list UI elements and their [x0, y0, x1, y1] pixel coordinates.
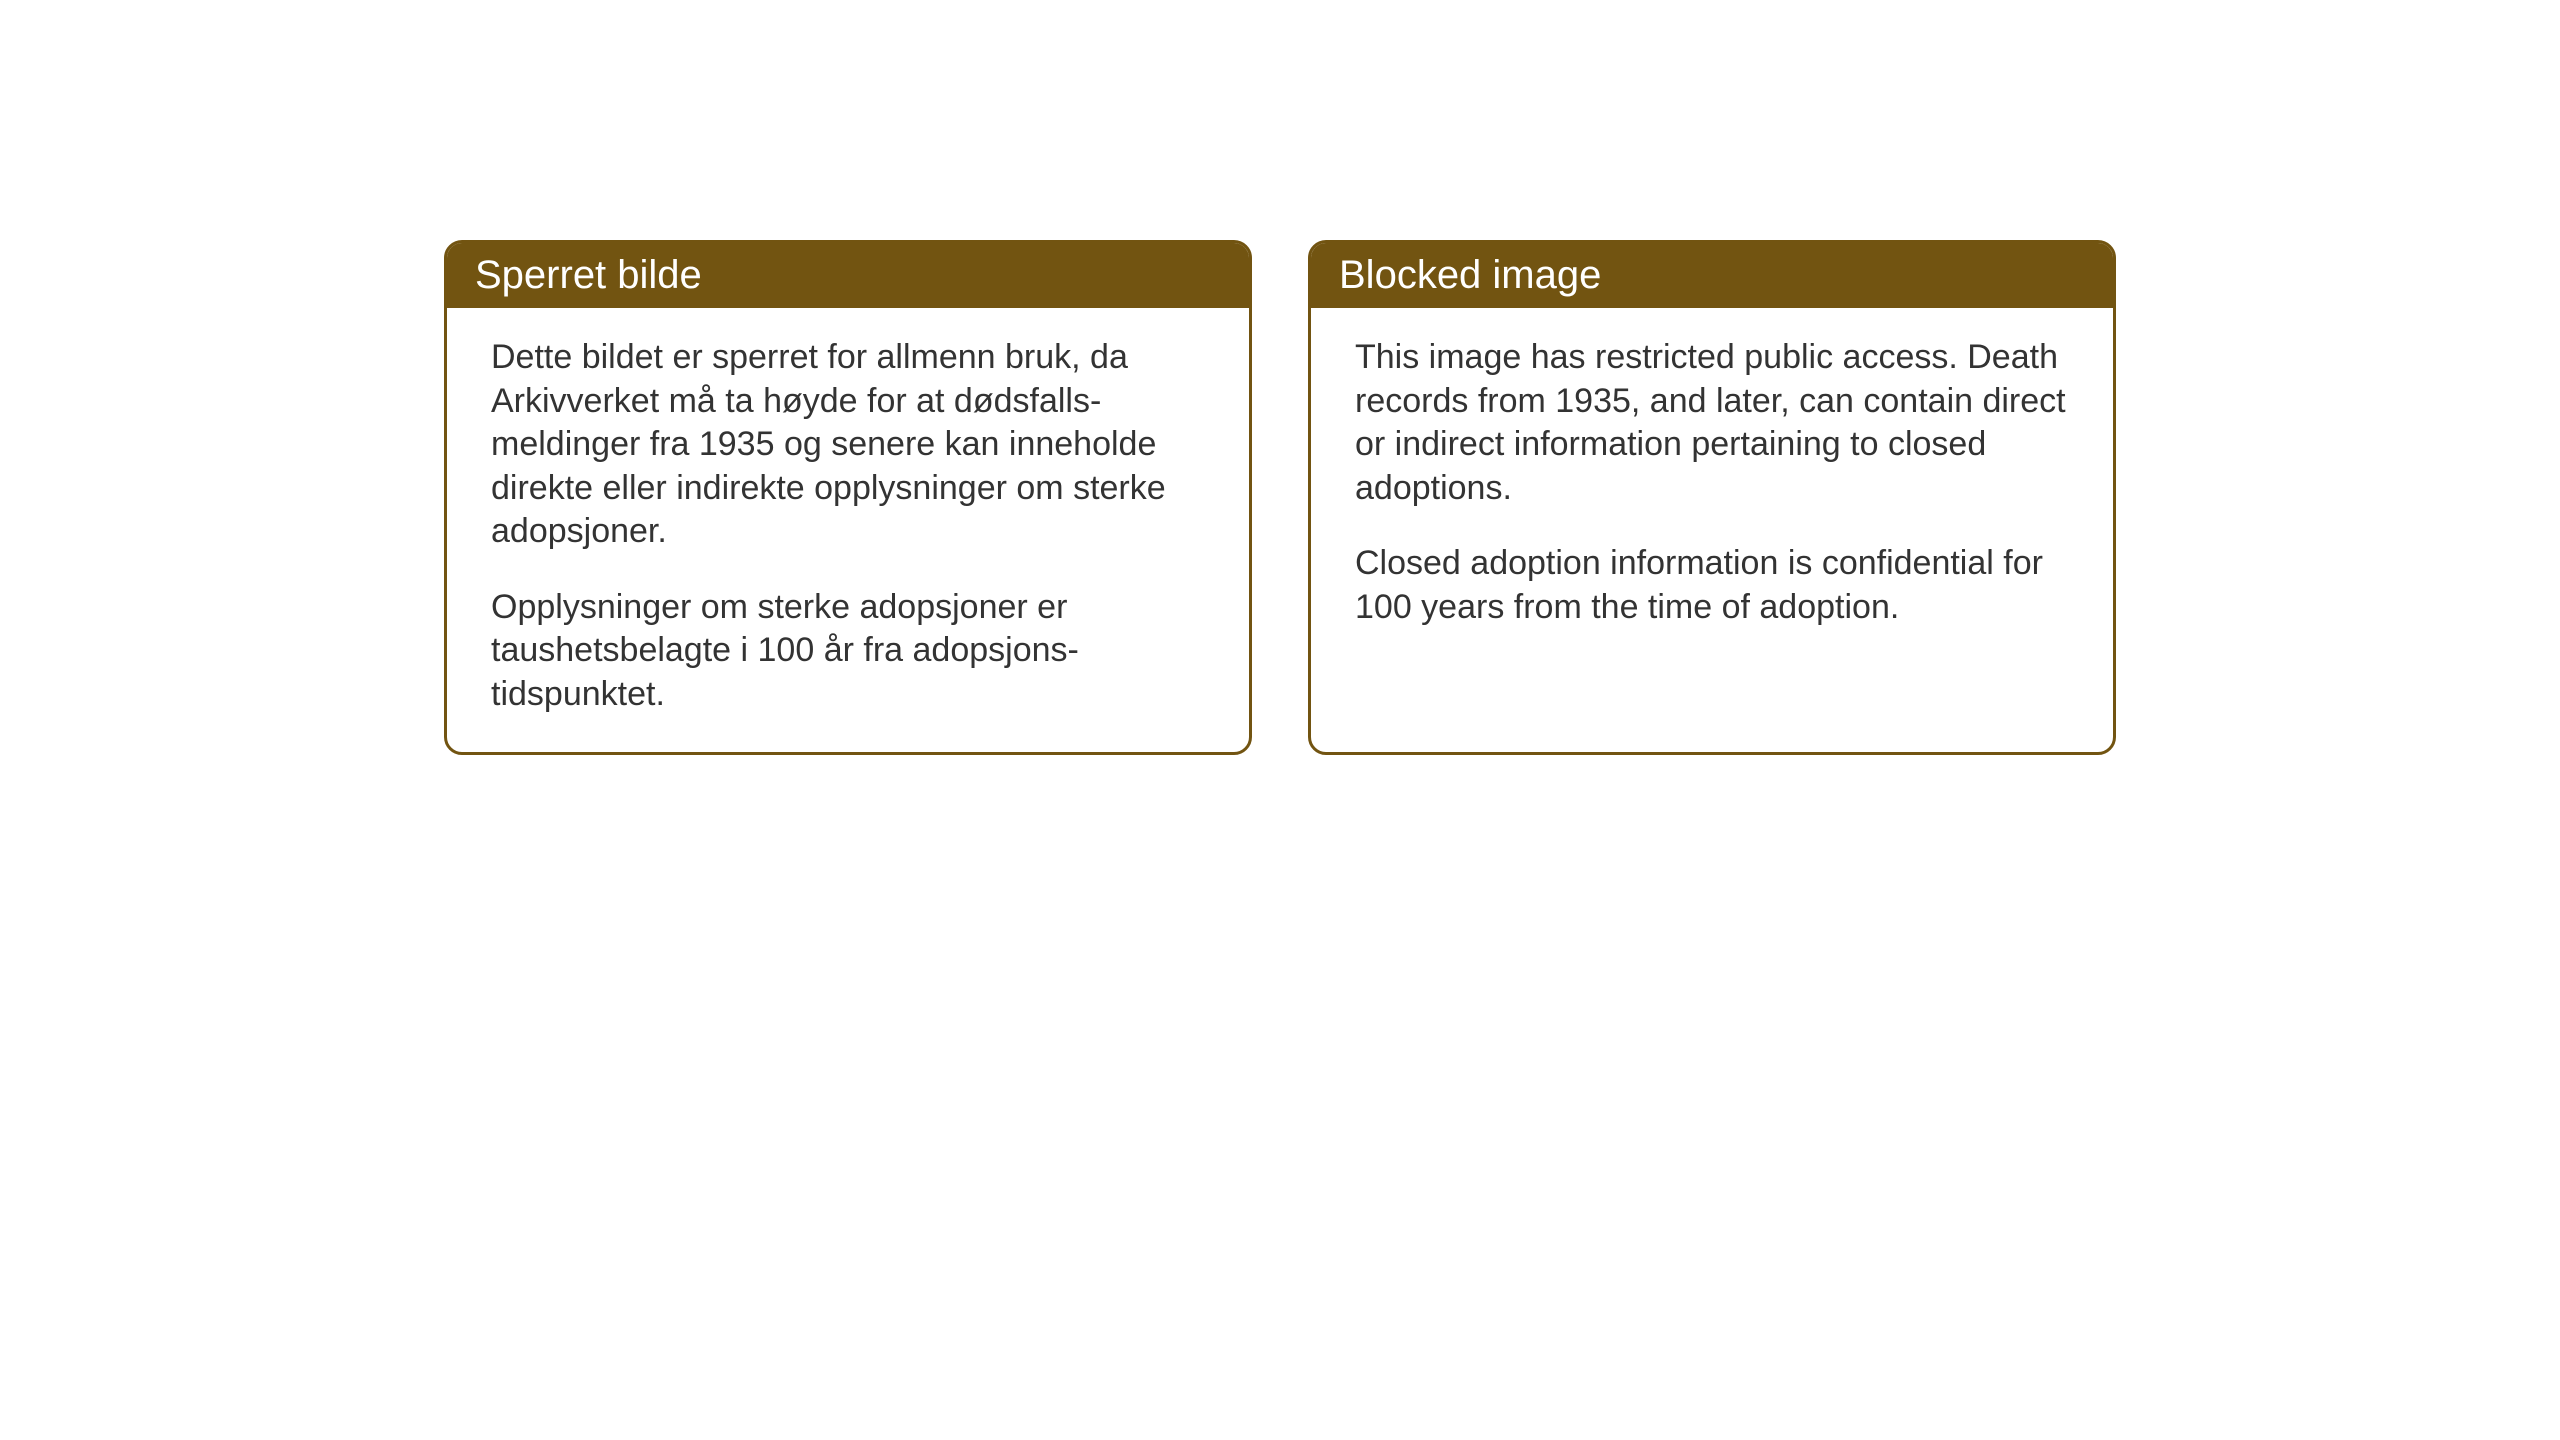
card-paragraph-2-norwegian: Opplysninger om sterke adopsjoner er tau… [491, 586, 1205, 717]
card-title-english: Blocked image [1339, 253, 1601, 297]
card-header-norwegian: Sperret bilde [447, 243, 1249, 308]
card-paragraph-1-english: This image has restricted public access.… [1355, 336, 2069, 510]
card-title-norwegian: Sperret bilde [475, 253, 702, 297]
notice-card-container: Sperret bilde Dette bildet er sperret fo… [444, 240, 2116, 755]
card-header-english: Blocked image [1311, 243, 2113, 308]
card-body-norwegian: Dette bildet er sperret for allmenn bruk… [447, 308, 1249, 752]
notice-card-english: Blocked image This image has restricted … [1308, 240, 2116, 755]
card-paragraph-2-english: Closed adoption information is confident… [1355, 542, 2069, 629]
card-body-english: This image has restricted public access.… [1311, 308, 2113, 665]
card-paragraph-1-norwegian: Dette bildet er sperret for allmenn bruk… [491, 336, 1205, 554]
notice-card-norwegian: Sperret bilde Dette bildet er sperret fo… [444, 240, 1252, 755]
